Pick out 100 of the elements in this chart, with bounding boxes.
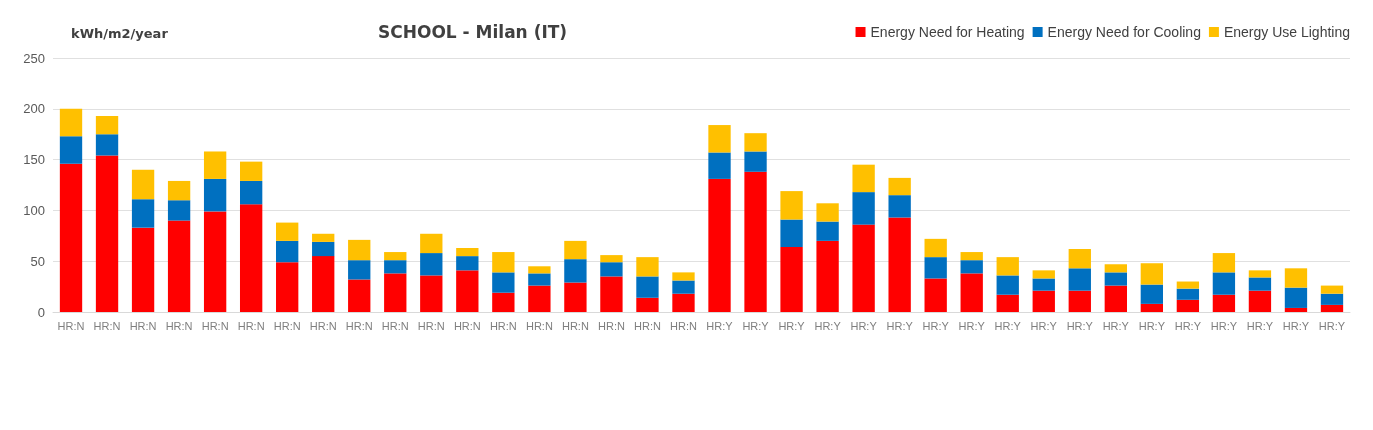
bar: [636, 297, 659, 312]
bar: [312, 256, 335, 312]
bar: [348, 279, 371, 312]
x-tick-label: HR:N: [57, 319, 85, 332]
bar: [95, 155, 119, 312]
bar: [600, 255, 623, 263]
bar: [312, 241, 335, 257]
bar: [816, 240, 839, 312]
x-tick-label: HR:Y: [850, 319, 878, 332]
y-tick-label: 50: [30, 253, 45, 269]
x-tick-label: HR:Y: [1174, 319, 1202, 332]
bar: [1176, 281, 1200, 289]
bar: [1068, 268, 1091, 291]
bar: [672, 280, 695, 294]
bar: [564, 259, 587, 283]
bar: [420, 233, 443, 254]
bar: [239, 180, 263, 205]
bar: [744, 171, 767, 312]
bar: [960, 273, 983, 312]
x-tick-label: HR:N: [417, 319, 445, 332]
x-tick-label: HR:Y: [1066, 319, 1094, 332]
bar: [672, 293, 695, 312]
bar: [1068, 290, 1091, 312]
bar: [167, 220, 191, 312]
bar: [1320, 293, 1344, 305]
bar: [1032, 290, 1055, 312]
bar: [1212, 253, 1236, 273]
bar: [312, 233, 335, 242]
bar: [59, 136, 83, 164]
bar: [203, 151, 227, 179]
bar: [888, 195, 911, 218]
bar: [816, 203, 839, 222]
y-tick-label: 200: [23, 101, 45, 117]
x-tick-label: HR:Y: [1282, 319, 1310, 332]
bar: [1176, 288, 1200, 300]
bar: [600, 262, 623, 277]
x-tick-label: HR:Y: [1138, 319, 1166, 332]
y-tick-label: 100: [23, 202, 45, 218]
y-axis-title: kWh/m2/year: [71, 26, 169, 41]
bar: [348, 260, 371, 280]
bar: [203, 178, 227, 212]
bar: [1284, 268, 1308, 288]
bar: [924, 257, 947, 279]
bar: [456, 247, 479, 257]
bar: [780, 219, 803, 247]
bar: [996, 257, 1019, 276]
x-tick-label: HR:N: [129, 319, 157, 332]
x-tick-label: HR:N: [670, 319, 697, 332]
bar: [600, 276, 623, 312]
bar: [816, 221, 839, 241]
bar: [131, 199, 155, 228]
bar: [744, 133, 767, 152]
bar: [528, 266, 551, 274]
x-tick-label: HR:N: [165, 319, 193, 332]
x-tick-label: HR:N: [201, 319, 229, 332]
bar: [1104, 285, 1127, 312]
bar: [1104, 264, 1127, 273]
bar: [672, 272, 695, 281]
bar: [924, 278, 947, 312]
bar: [1320, 285, 1344, 294]
bar: [1248, 277, 1272, 291]
bar: [276, 240, 299, 263]
bar: [996, 294, 1019, 312]
bar: [95, 134, 119, 156]
bar: [1248, 290, 1272, 312]
x-tick-label: HR:N: [525, 319, 553, 332]
bar: [131, 169, 155, 200]
bar: [636, 257, 659, 277]
bar: [420, 275, 443, 312]
x-tick-label: HR:N: [93, 319, 121, 332]
x-tick-label: HR:N: [237, 319, 265, 332]
bar: [456, 270, 479, 312]
chart-title: SCHOOL - Milan (IT): [378, 21, 568, 42]
y-tick-label: 0: [37, 304, 45, 320]
bar: [636, 276, 659, 298]
bar: [1140, 303, 1164, 312]
bar: [276, 222, 299, 241]
x-tick-label: HR:Y: [1246, 319, 1274, 332]
bar: [492, 252, 515, 273]
x-tick-label: HR:N: [561, 319, 589, 332]
x-tick-label: HR:Y: [778, 319, 806, 332]
bar: [59, 108, 83, 137]
bar: [708, 178, 731, 312]
bar: [384, 273, 407, 312]
bar: [239, 204, 263, 312]
bar: [708, 152, 731, 179]
x-tick-label: HR:Y: [1318, 319, 1346, 332]
bar: [1068, 249, 1091, 269]
bar: [960, 260, 983, 274]
bar: [996, 275, 1019, 295]
x-tick-label: HR:N: [489, 319, 517, 332]
bar: [384, 252, 407, 261]
bar: [456, 256, 479, 271]
bar: [492, 292, 515, 312]
x-tick-label: HR:N: [309, 319, 337, 332]
bar: [131, 227, 155, 312]
bar: [1032, 278, 1055, 291]
legend-label: Energy Need for Heating: [870, 24, 1025, 40]
bar: [1140, 263, 1164, 285]
bar: [59, 163, 83, 312]
